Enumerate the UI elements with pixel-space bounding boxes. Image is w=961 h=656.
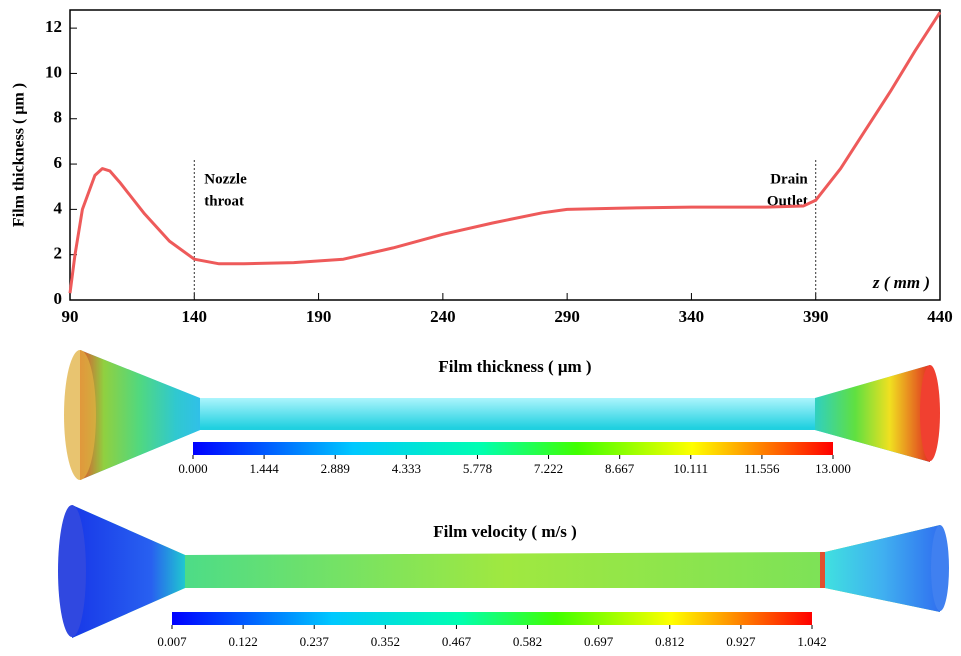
- colorbar-tick-label: 0.582: [513, 634, 542, 649]
- colorbar-tick-label: 11.556: [744, 461, 780, 476]
- colorbar-tick-label: 1.042: [797, 634, 826, 649]
- colormap-title: Film thickness ( μm ): [438, 357, 591, 376]
- y-axis-label: Film thickness ( μm ): [11, 83, 28, 227]
- colorbar-tick-label: 0.122: [228, 634, 257, 649]
- annotation: Nozzle: [204, 171, 247, 187]
- colorbar-tick-label: 4.333: [392, 461, 421, 476]
- x-tick-label: 90: [62, 307, 79, 326]
- x-tick-label: 290: [554, 307, 580, 326]
- colorbar-tick-label: 0.927: [726, 634, 756, 649]
- geometry-velocity: [58, 505, 949, 638]
- x-tick-label: 440: [927, 307, 953, 326]
- colorbar-tick-label: 2.889: [321, 461, 350, 476]
- pipe: [80, 350, 930, 480]
- y-tick-label: 0: [54, 289, 63, 308]
- plot-frame: [69, 9, 941, 301]
- colorbar-tick-label: 1.444: [249, 461, 279, 476]
- x-tick-label: 240: [430, 307, 456, 326]
- y-tick-label: 12: [45, 17, 62, 36]
- outlet-face: [920, 365, 940, 461]
- colorbar-tick-label: 0.812: [655, 634, 684, 649]
- x-tick-label: 390: [803, 307, 829, 326]
- colorbar: [193, 442, 833, 455]
- inlet-cone: [72, 505, 185, 638]
- x-tick-label: 190: [306, 307, 332, 326]
- ring: [820, 552, 825, 588]
- y-tick-label: 8: [54, 108, 63, 127]
- colorbar-tick-label: 10.111: [673, 461, 708, 476]
- colorbar-tick-label: 13.000: [815, 461, 851, 476]
- outlet-face: [931, 525, 949, 611]
- y-tick-label: 10: [45, 62, 62, 81]
- colorbar-tick-label: 8.667: [605, 461, 635, 476]
- colorbar: [172, 612, 812, 625]
- colorbar-tick-label: 0.007: [157, 634, 187, 649]
- x-axis-label: z ( mm ): [872, 273, 930, 292]
- outlet-cone: [825, 525, 940, 612]
- x-tick-label: 140: [182, 307, 208, 326]
- colorbar-tick-label: 5.778: [463, 461, 492, 476]
- inlet-face: [58, 505, 86, 637]
- colorbar-tick-label: 0.352: [371, 634, 400, 649]
- data-line: [68, 11, 942, 294]
- outlet-cone: [815, 365, 930, 462]
- inlet-cone: [80, 350, 200, 480]
- y-tick-label: 4: [54, 198, 63, 217]
- annotation: throat: [204, 193, 244, 209]
- colorbar-tick-label: 0.000: [178, 461, 207, 476]
- colormap-title: Film velocity ( m/s ): [433, 522, 577, 541]
- y-tick-label: 6: [54, 153, 63, 172]
- colorbar-tick-label: 0.467: [442, 634, 472, 649]
- pipe: [72, 505, 940, 638]
- annotation: Drain: [770, 171, 808, 187]
- y-tick-label: 2: [54, 244, 63, 263]
- colorbar-tick-label: 7.222: [534, 461, 563, 476]
- colorbar-tick-label: 0.237: [300, 634, 330, 649]
- x-tick-label: 340: [679, 307, 705, 326]
- inlet-face: [64, 350, 96, 480]
- geometry-thickness: [64, 350, 940, 480]
- colorbar-tick-label: 0.697: [584, 634, 614, 649]
